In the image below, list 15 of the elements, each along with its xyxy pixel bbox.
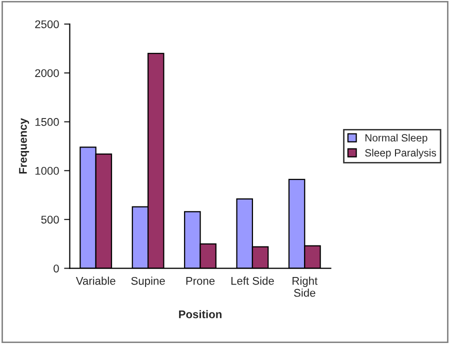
x-tick-label: Left Side (231, 276, 274, 285)
y-tick-label: 2000 (35, 69, 59, 78)
y-tick-label: 1000 (35, 166, 59, 175)
x-axis-title: Position (179, 310, 222, 318)
y-tick-label: 2500 (35, 20, 59, 28)
y-tick-label: 0 (54, 264, 59, 272)
legend-label: Normal Sleep (365, 134, 428, 144)
y-tick-label: 1500 (35, 118, 59, 126)
legend-label: Sleep Paralysis (365, 148, 436, 159)
x-tick-label: Right Side (292, 276, 318, 297)
x-tick-label: Prone (186, 277, 215, 285)
y-axis-title: Frequency (19, 118, 30, 174)
x-tick-label: Variable (76, 276, 116, 285)
x-tick-label: Supine (131, 276, 165, 288)
y-tick-label: 500 (41, 216, 59, 224)
